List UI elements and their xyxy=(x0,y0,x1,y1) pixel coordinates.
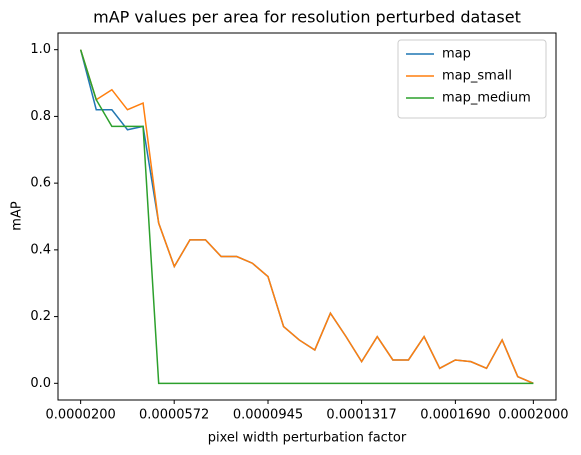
data-line xyxy=(79,49,534,385)
legend: map map_small map_medium xyxy=(397,39,547,119)
y-tick-label: 0.2 xyxy=(30,309,51,324)
chart-title: mAP values per area for resolution pertu… xyxy=(93,8,521,27)
legend-label: map xyxy=(442,47,471,62)
x-tick-label: 0.0001690 xyxy=(420,408,490,423)
legend-box xyxy=(397,39,547,119)
data-line xyxy=(79,49,534,385)
x-axis-label: pixel width perturbation factor xyxy=(208,431,407,446)
x-tick-label: 0.0000200 xyxy=(45,408,115,423)
y-tick-label: 1.0 xyxy=(30,42,51,57)
legend-label: map_small xyxy=(442,69,512,84)
y-tick-label: 0.0 xyxy=(30,376,51,391)
legend-label: map_medium xyxy=(442,91,531,106)
y-tick-label: 0.6 xyxy=(30,176,51,191)
x-tick-label: 0.0000572 xyxy=(139,408,209,423)
y-axis-label: mAP xyxy=(10,201,25,231)
y-tick-label: 0.8 xyxy=(30,109,51,124)
x-tick-label: 0.0001317 xyxy=(326,408,396,423)
x-tick-label: 0.0002000 xyxy=(498,408,568,423)
y-tick-label: 0.4 xyxy=(30,242,51,257)
x-tick-label: 0.0000945 xyxy=(233,408,303,423)
plot-frame xyxy=(57,32,557,401)
